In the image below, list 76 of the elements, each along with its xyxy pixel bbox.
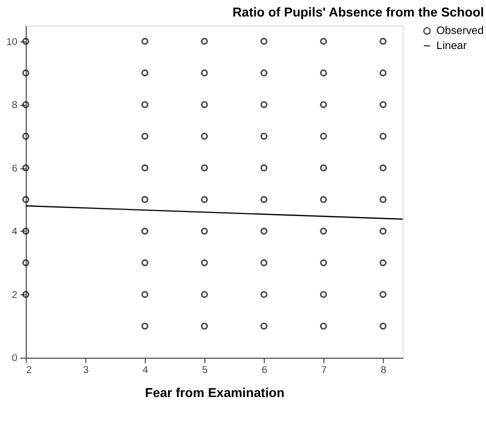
point (22, 38, 30, 45)
x-tick-label: 2 (26, 365, 32, 376)
y-tick-label: 6 (12, 163, 18, 174)
point (380, 69, 387, 76)
x-tick-label: 8 (380, 365, 387, 376)
point (141, 259, 148, 266)
point (200, 290, 208, 298)
point (200, 196, 208, 204)
point (260, 69, 268, 76)
point (200, 164, 208, 172)
x-tick-label: 7 (321, 365, 328, 376)
point (22, 69, 30, 76)
point (200, 228, 208, 235)
point (380, 259, 387, 266)
point (320, 132, 328, 140)
point (260, 164, 268, 172)
point (200, 38, 208, 45)
point (200, 132, 208, 140)
point (22, 259, 30, 266)
point (141, 101, 148, 108)
point (380, 101, 387, 108)
point (320, 290, 328, 298)
point (141, 69, 148, 76)
point (260, 196, 268, 204)
x-tick-label: 6 (262, 365, 268, 376)
point (320, 228, 328, 235)
point (141, 228, 148, 235)
point (22, 228, 30, 235)
point (22, 196, 30, 204)
point (141, 322, 148, 330)
point (380, 164, 387, 172)
point (320, 259, 328, 266)
y-tick-label: 4 (12, 226, 18, 238)
point (320, 196, 328, 204)
x-tick-label: 4 (142, 365, 149, 376)
y-tick-label: 10 (6, 36, 18, 48)
point (260, 38, 268, 45)
point (320, 164, 328, 172)
point (200, 259, 208, 266)
x-tick-label: 5 (202, 365, 208, 376)
point (200, 322, 208, 330)
chart-title: Ratio of Pupils' Absence from the School (232, 4, 484, 20)
point (260, 259, 268, 266)
point (22, 290, 30, 298)
point (141, 132, 148, 140)
x-tick-label: 3 (83, 365, 90, 376)
point (380, 132, 387, 140)
point (380, 322, 387, 330)
point (320, 38, 328, 45)
point (380, 290, 387, 298)
point (260, 290, 268, 298)
point (380, 38, 387, 45)
legend-label: Observed (436, 24, 484, 37)
point (260, 228, 268, 235)
y-tick-label: 0 (12, 353, 18, 364)
point (260, 101, 268, 108)
y-tick-label: 8 (12, 100, 18, 112)
x-axis-title: Fear from Examination (144, 384, 285, 400)
point (320, 69, 328, 76)
point (380, 228, 387, 235)
point (22, 132, 30, 140)
point (380, 196, 387, 204)
point (260, 322, 268, 330)
point (320, 322, 328, 330)
point (141, 290, 148, 298)
point (141, 164, 148, 172)
point (141, 196, 148, 204)
point (22, 164, 30, 172)
legend-label: Linear (436, 40, 468, 52)
point (22, 101, 30, 108)
point (141, 38, 148, 45)
y-tick-label: 2 (12, 290, 18, 301)
point (200, 101, 208, 108)
point (200, 69, 208, 76)
point (320, 101, 328, 108)
point (260, 132, 268, 140)
